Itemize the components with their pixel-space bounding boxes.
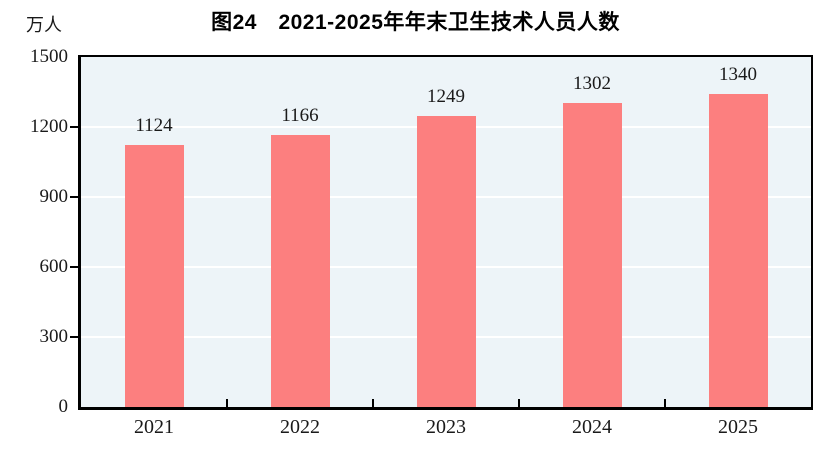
bar-value-label: 1249 [427,86,465,107]
x-axis-tick-2 [372,399,374,407]
y-axis-tick-1200 [70,126,78,128]
y-axis-tick-label: 900 [39,186,69,207]
x-axis-tick-label: 2021 [134,416,174,438]
bar-value-label: 1166 [281,105,319,126]
y-axis-tick-label: 300 [39,326,69,347]
bar-2021 [125,145,184,407]
y-axis-tick-label: 1500 [30,46,68,67]
y-axis-tick-900 [70,196,78,198]
bar-2025 [709,94,768,407]
y-axis-tick-label: 0 [58,396,69,417]
x-axis-tick-4 [664,399,666,407]
x-axis-tick-1 [226,399,228,407]
y-axis-tick-600 [70,266,78,268]
x-axis-tick-3 [518,399,520,407]
plot-area [78,55,813,410]
y-axis-tick-300 [70,336,78,338]
bar-value-label: 1340 [719,64,757,85]
bar-2023 [417,116,476,407]
chart-title: 图24 2021-2025年年末卫生技术人员人数 [211,11,620,34]
bar-value-label: 1302 [573,73,611,94]
y-axis-unit-label: 万人 [26,15,62,35]
x-axis-tick-label: 2024 [572,416,612,438]
bar-value-label: 1124 [135,115,173,136]
y-axis-tick-label: 600 [39,256,69,277]
x-axis-tick-label: 2022 [280,416,320,438]
x-axis-tick-label: 2025 [718,416,758,438]
y-axis-tick-label: 1200 [30,116,68,137]
bar-2022 [271,135,330,407]
bar-2024 [563,103,622,407]
x-axis-tick-label: 2023 [426,416,466,438]
